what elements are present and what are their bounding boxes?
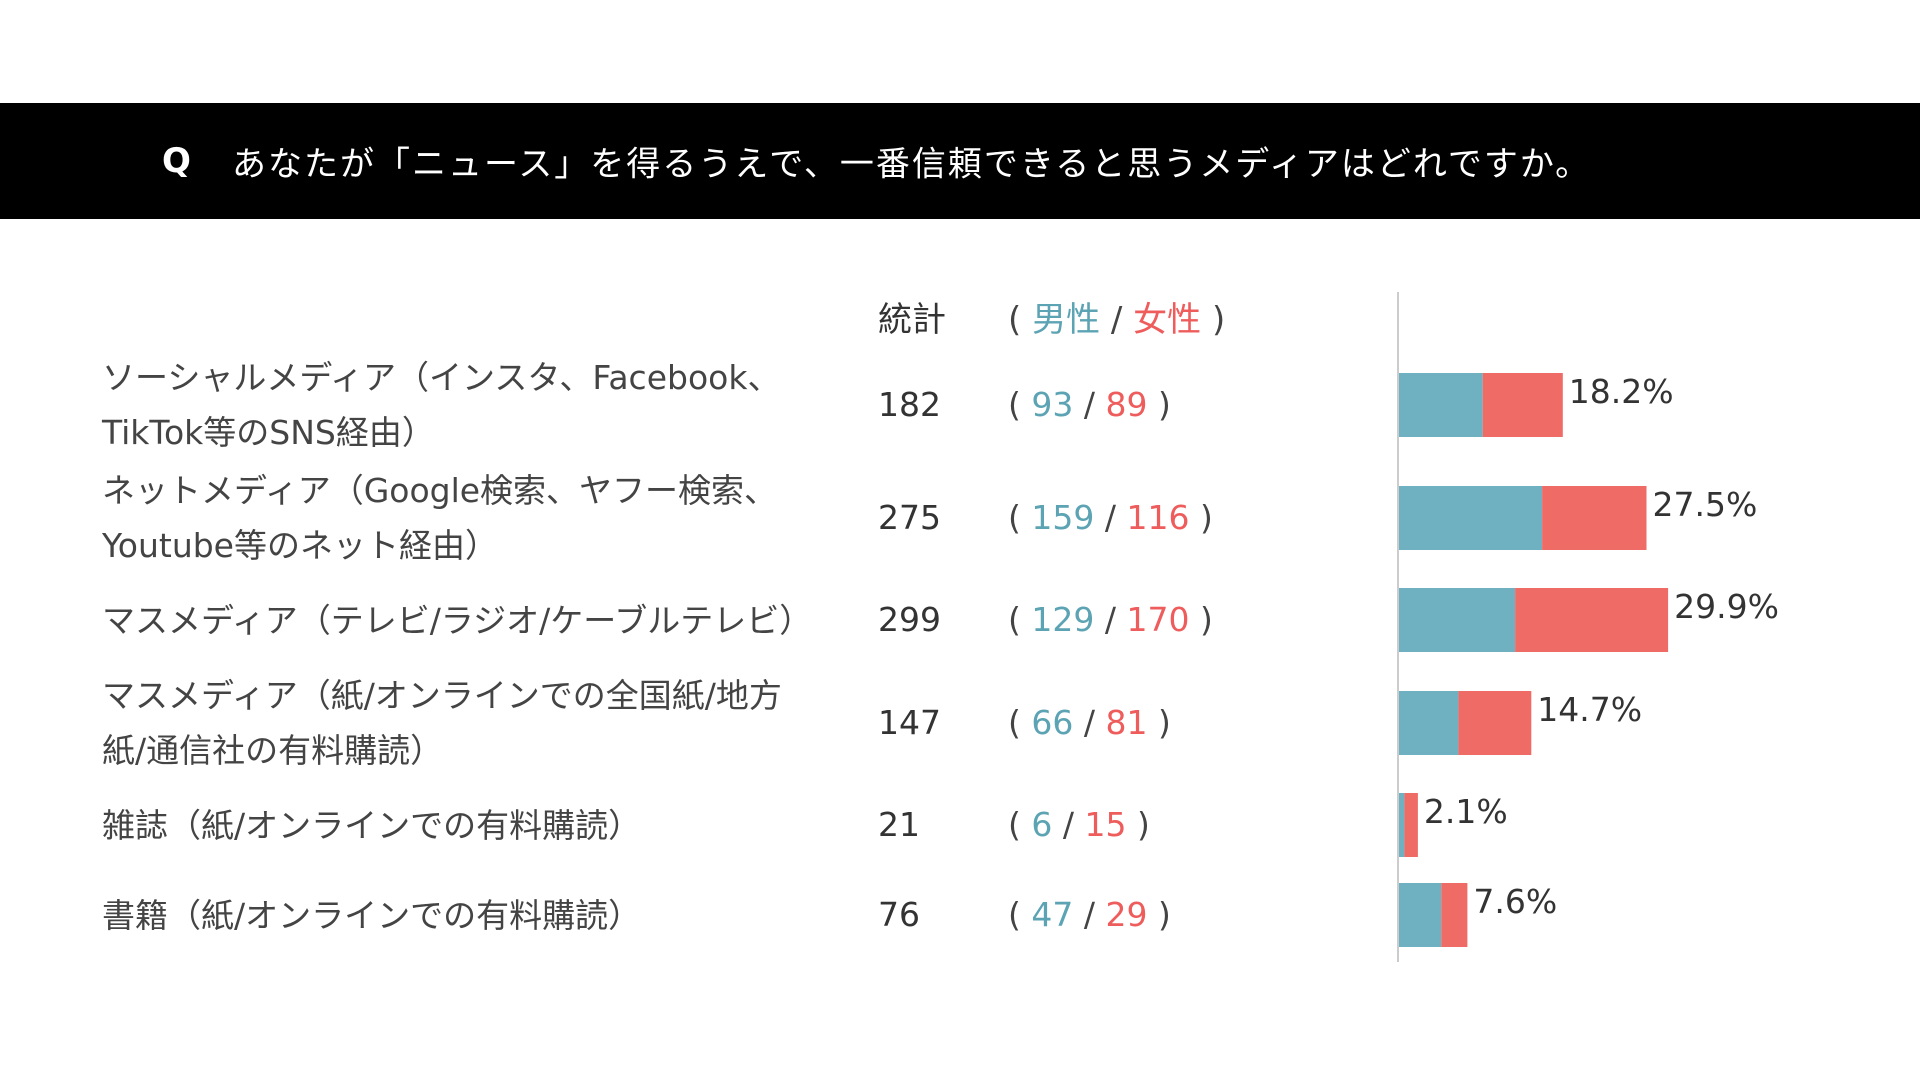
male-value: 159 <box>1031 498 1095 537</box>
male-value: 6 <box>1031 805 1053 844</box>
bar-male <box>1399 793 1405 857</box>
bar-female <box>1542 486 1647 550</box>
category-label-line: ネットメディア（Google検索、ヤフー検索、 <box>102 471 778 510</box>
category-label-line: ソーシャルメディア（インスタ、Facebook、 <box>102 358 781 397</box>
gender-split: ( 66 / 81 ) <box>1008 699 1171 747</box>
axis-line <box>1397 292 1399 962</box>
bar-female <box>1441 883 1468 947</box>
total-value: 76 <box>878 895 920 934</box>
male-value: 93 <box>1031 385 1074 424</box>
gender-column-header: ( 男性 / 女性 ) <box>1008 300 1226 340</box>
gender-split: ( 93 / 89 ) <box>1008 381 1171 429</box>
female-value: 15 <box>1084 805 1127 844</box>
male-value: 66 <box>1031 703 1074 742</box>
slash: / <box>1073 895 1106 934</box>
female-value: 89 <box>1105 385 1148 424</box>
slash: / <box>1094 498 1127 537</box>
percent-label: 2.1% <box>1424 792 1508 831</box>
bar-male <box>1399 883 1442 947</box>
percent-label: 27.5% <box>1653 485 1758 524</box>
male-value: 47 <box>1031 895 1074 934</box>
percent-label: 14.7% <box>1537 690 1642 729</box>
category-label-line: 雑誌（紙/オンラインでの有料購読） <box>102 805 642 845</box>
question-banner: Q あなたが「ニュース」を得るうえで、一番信頼できると思うメディアはどれですか。 <box>0 103 1920 219</box>
slash: / <box>1073 385 1106 424</box>
open-paren: ( <box>1008 498 1032 537</box>
category-label: 書籍（紙/オンラインでの有料購読） <box>102 888 862 943</box>
gender-split: ( 159 / 116 ) <box>1008 494 1213 542</box>
category-label: ソーシャルメディア（インスタ、Facebook、 TikTok等のSNS経由） <box>102 350 862 460</box>
close-paren: ) <box>1189 600 1213 639</box>
percent-label: 29.9% <box>1674 587 1779 626</box>
bar-male <box>1399 691 1459 755</box>
category-label: マスメディア（テレビ/ラジオ/ケーブルテレビ） <box>102 593 862 648</box>
slash: / <box>1073 703 1106 742</box>
category-label-line: マスメディア（紙/オンラインでの全国紙/地方 <box>102 676 782 715</box>
open-paren: ( <box>1008 895 1032 934</box>
question-text: あなたが「ニュース」を得るうえで、一番信頼できると思うメディアはどれですか。 <box>232 144 1592 185</box>
close-paren: ) <box>1147 895 1171 934</box>
female-value: 116 <box>1126 498 1190 537</box>
slash: / <box>1094 600 1127 639</box>
female-value: 81 <box>1105 703 1148 742</box>
open-paren: ( <box>1008 385 1032 424</box>
female-value: 29 <box>1105 895 1148 934</box>
female-value: 170 <box>1126 600 1190 639</box>
total-value: 275 <box>878 498 941 537</box>
percent-label: 18.2% <box>1569 372 1674 411</box>
open-paren: ( <box>1008 805 1032 844</box>
total-column-header: 統計 <box>878 300 946 340</box>
total-value: 21 <box>878 805 920 844</box>
category-label-line: TikTok等のSNS経由） <box>102 413 435 452</box>
bar-female <box>1515 588 1669 652</box>
bar-female <box>1458 691 1532 755</box>
question-mark: Q <box>162 141 191 181</box>
male-value: 129 <box>1031 600 1095 639</box>
open-paren: ( <box>1008 703 1032 742</box>
total-value: 299 <box>878 600 941 639</box>
category-label: ネットメディア（Google検索、ヤフー検索、 Youtube等のネット経由） <box>102 463 862 573</box>
open-paren: ( <box>1008 600 1032 639</box>
category-label: マスメディア（紙/オンラインでの全国紙/地方 紙/通信社の有料購読） <box>102 668 862 778</box>
total-value: 182 <box>878 385 941 424</box>
category-label-line: マスメディア（テレビ/ラジオ/ケーブルテレビ） <box>102 600 813 640</box>
total-value: 147 <box>878 703 941 742</box>
gender-split: ( 129 / 170 ) <box>1008 596 1213 644</box>
gender-split: ( 6 / 15 ) <box>1008 801 1150 849</box>
category-label-line: 書籍（紙/オンラインでの有料購読） <box>102 895 642 935</box>
slash: / <box>1052 805 1085 844</box>
percent-label: 7.6% <box>1473 882 1557 921</box>
category-label-line: 紙/通信社の有料購読） <box>102 731 444 770</box>
bar-female <box>1404 793 1418 857</box>
gender-split: ( 47 / 29 ) <box>1008 891 1171 939</box>
category-label: 雑誌（紙/オンラインでの有料購読） <box>102 798 862 853</box>
bar-male <box>1399 486 1543 550</box>
close-paren: ) <box>1189 498 1213 537</box>
bar-female <box>1482 373 1563 437</box>
female-header: 女性 <box>1133 300 1202 340</box>
bar-male <box>1399 373 1483 437</box>
category-label-line: Youtube等のネット経由） <box>102 526 498 565</box>
male-header: 男性 <box>1032 300 1101 340</box>
close-paren: ) <box>1147 703 1171 742</box>
close-paren: ) <box>1126 805 1150 844</box>
bar-male <box>1399 588 1516 652</box>
close-paren: ) <box>1147 385 1171 424</box>
